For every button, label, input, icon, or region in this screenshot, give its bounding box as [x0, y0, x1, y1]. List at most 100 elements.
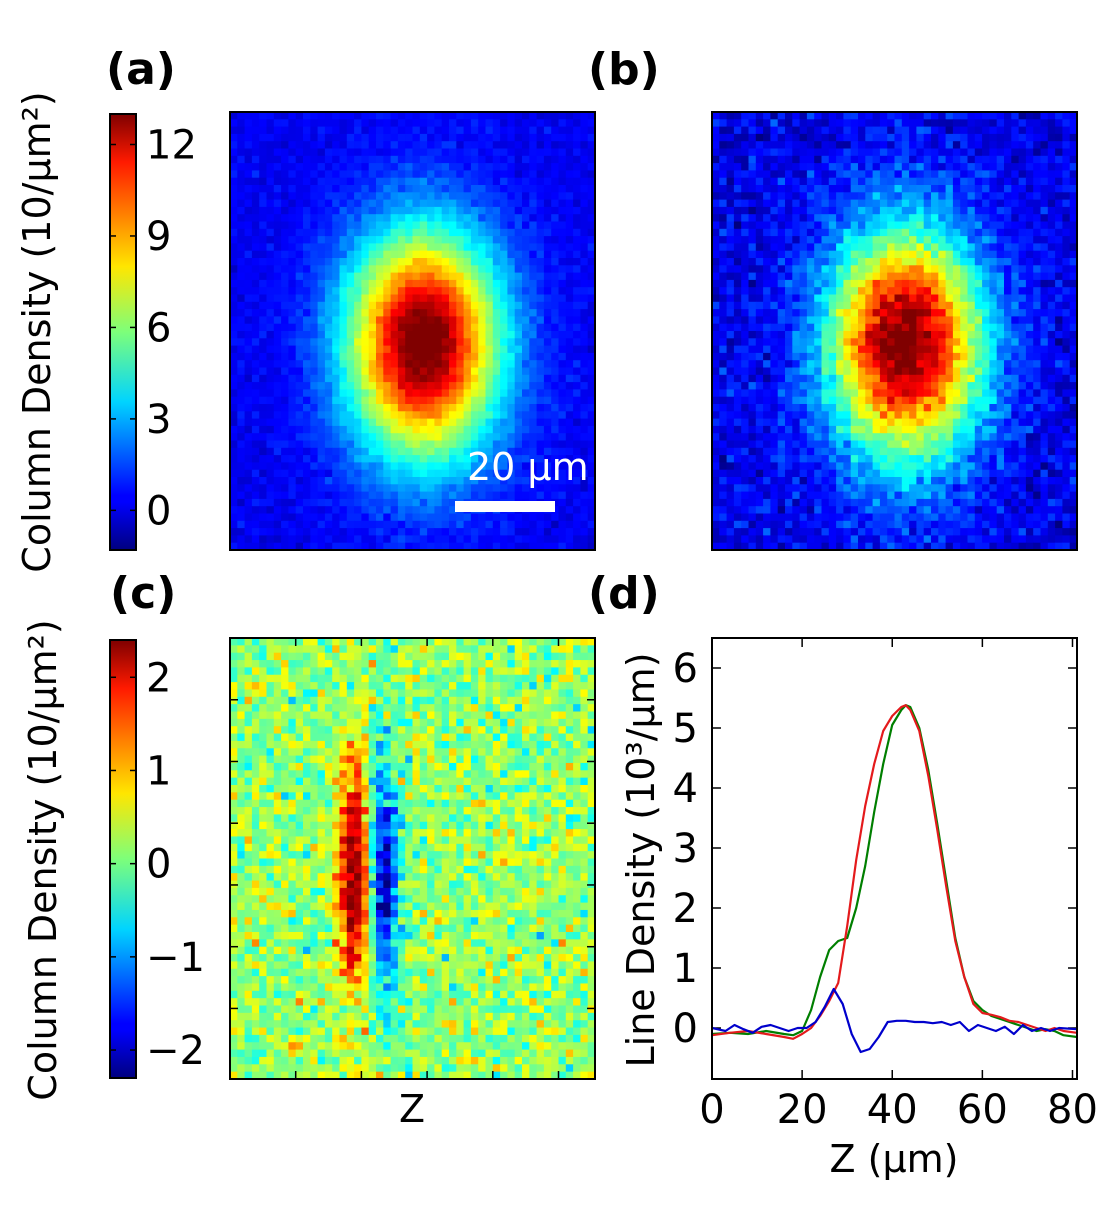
image-a-pixel	[507, 316, 516, 325]
image-a-pixel	[587, 133, 596, 142]
image-b-pixel	[945, 374, 954, 383]
image-a-pixel	[427, 258, 435, 266]
image-b-pixel	[1055, 199, 1063, 208]
image-a-pixel	[492, 243, 501, 252]
image-a-pixel	[507, 185, 516, 193]
image-a-pixel	[573, 360, 581, 369]
image-b-pixel	[806, 309, 815, 317]
image-b-pixel	[836, 221, 844, 230]
image-a-pixel	[580, 126, 589, 135]
image-a-pixel	[303, 294, 311, 303]
image-a-pixel	[485, 323, 494, 332]
image-b-pixel	[792, 192, 801, 201]
image-b-pixel	[850, 345, 859, 354]
image-a-pixel	[303, 170, 311, 179]
image-b-pixel	[909, 345, 917, 354]
image-a-pixel	[478, 447, 487, 456]
image-a-pixel	[543, 520, 552, 529]
image-b-pixel	[763, 265, 771, 274]
image-a-pixel	[295, 287, 304, 296]
image-a-pixel	[405, 243, 414, 252]
image-a-pixel	[361, 112, 370, 120]
colorbar-top-tick-label: 0	[146, 488, 171, 534]
image-b-pixel	[785, 148, 793, 157]
image-b-pixel	[945, 133, 954, 142]
image-a-pixel	[529, 133, 538, 142]
image-a-pixel	[412, 177, 421, 186]
image-a-pixel	[427, 535, 435, 544]
image-a-pixel	[485, 265, 494, 274]
image-b-pixel	[960, 170, 969, 179]
image-a-pixel	[288, 192, 297, 201]
image-a-pixel	[332, 243, 341, 252]
image-a-pixel	[427, 243, 435, 252]
image-b-pixel	[960, 185, 969, 193]
image-a-pixel	[324, 214, 333, 223]
image-a-pixel	[368, 477, 377, 485]
image-b-pixel	[996, 177, 1005, 186]
image-b-pixel	[916, 141, 925, 150]
image-a-pixel	[456, 535, 465, 544]
image-a-pixel	[434, 411, 443, 420]
image-b-pixel	[792, 345, 801, 354]
image-a-pixel	[543, 491, 552, 500]
image-a-pixel	[470, 404, 479, 412]
image-b-pixel	[792, 360, 801, 369]
image-b-pixel	[726, 221, 735, 230]
image-b-pixel	[792, 155, 801, 164]
image-b-pixel	[763, 243, 771, 252]
image-b-pixel	[887, 141, 896, 150]
image-a-pixel	[368, 192, 377, 201]
image-b-pixel	[755, 141, 764, 150]
image-b-pixel	[901, 258, 910, 266]
image-a-pixel	[244, 323, 253, 332]
image-b-pixel	[952, 382, 961, 390]
image-b-pixel	[996, 250, 1005, 259]
image-a-pixel	[412, 323, 421, 332]
image-a-pixel	[580, 112, 589, 120]
image-a-pixel	[470, 119, 479, 128]
image-a-pixel	[558, 133, 567, 142]
image-b-pixel	[952, 345, 961, 354]
image-a-pixel	[281, 119, 289, 128]
image-b-pixel	[952, 177, 961, 186]
image-a-pixel	[244, 287, 253, 296]
image-b-pixel	[967, 133, 976, 142]
image-b-pixel	[916, 199, 925, 208]
image-a-pixel	[251, 287, 260, 296]
image-a-pixel	[251, 272, 260, 281]
image-b-pixel	[1069, 243, 1078, 252]
image-b-pixel	[1018, 382, 1027, 390]
image-a-pixel	[266, 221, 275, 230]
image-a-pixel	[273, 331, 282, 339]
image-a-pixel	[346, 396, 355, 405]
image-a-pixel	[412, 258, 421, 266]
image-a-pixel	[441, 469, 450, 478]
image-b-pixel	[828, 133, 837, 142]
image-b-pixel	[1011, 287, 1020, 296]
image-a-pixel	[354, 287, 362, 296]
image-a-pixel	[295, 411, 304, 420]
image-a-pixel	[273, 133, 282, 142]
image-b-pixel	[894, 323, 903, 332]
image-a-pixel	[587, 323, 596, 332]
image-a-pixel	[470, 447, 479, 456]
image-b-pixel	[748, 228, 757, 237]
image-b-pixel	[770, 345, 779, 354]
image-b-pixel	[726, 148, 735, 157]
image-a-pixel	[565, 360, 574, 369]
image-b-pixel	[733, 272, 742, 281]
image-b-pixel	[974, 133, 983, 142]
image-a-pixel	[310, 214, 319, 223]
image-a-pixel	[397, 455, 406, 463]
image-a-pixel	[587, 360, 596, 369]
image-a-pixel	[529, 433, 538, 442]
image-a-pixel	[514, 382, 523, 390]
image-a-pixel	[587, 228, 596, 237]
image-a-pixel	[332, 374, 341, 383]
image-b-pixel	[1033, 155, 1042, 164]
image-a-pixel	[361, 418, 370, 427]
image-a-pixel	[390, 338, 399, 347]
image-b-pixel	[828, 185, 837, 193]
image-b-pixel	[952, 133, 961, 142]
